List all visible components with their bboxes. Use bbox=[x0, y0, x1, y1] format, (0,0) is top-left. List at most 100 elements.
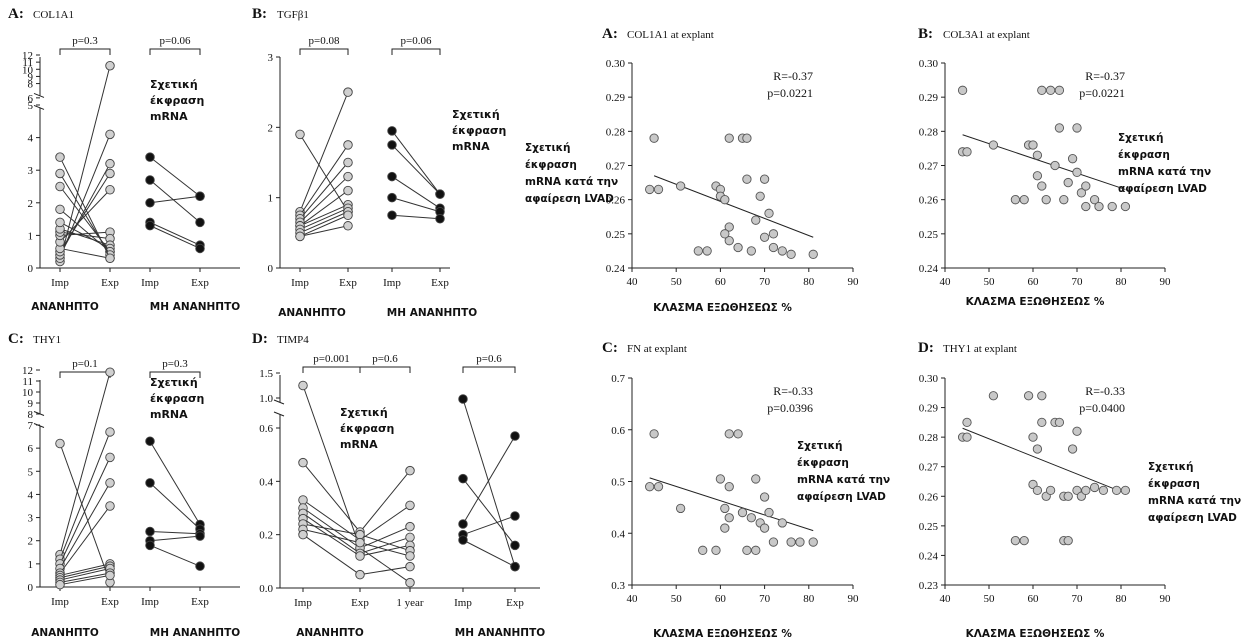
data-point-col1a1 bbox=[105, 158, 115, 169]
data-point-col1a1-explant bbox=[746, 246, 756, 256]
pair-line-thy1 bbox=[149, 440, 201, 525]
pair-line-col1a1 bbox=[59, 247, 111, 259]
data-point-thy1-explant bbox=[1089, 482, 1100, 493]
data-point-thy1 bbox=[55, 438, 65, 449]
data-point-timp4 bbox=[405, 500, 415, 511]
data-point-thy1-explant bbox=[1045, 485, 1056, 496]
y-tick-label-fn-explant: 0.4 bbox=[611, 528, 625, 540]
x-tick-label-fn-explant: 80 bbox=[803, 593, 815, 605]
pair-line-tgfb1 bbox=[391, 130, 441, 195]
x-tick-label-col3a1-explant: 50 bbox=[984, 276, 996, 288]
pair-line-thy1 bbox=[149, 544, 201, 567]
data-point-fn-explant bbox=[724, 429, 734, 439]
x-tick-label-thy1: Imp bbox=[141, 596, 159, 608]
ylabel-timp4: έκφραση bbox=[340, 422, 394, 435]
correlation-r-thy1-explant: R=-0.33 bbox=[1085, 384, 1125, 398]
ylabel-col1a1-explant: έκφραση bbox=[525, 159, 577, 171]
x-tick-label-col3a1-explant: 90 bbox=[1160, 276, 1172, 288]
y-tick-label-col1a1-explant: 0.29 bbox=[606, 92, 626, 104]
x-tick-label-col1a1-explant: 70 bbox=[759, 276, 771, 288]
y-tick-label-thy1: 12 bbox=[22, 365, 33, 377]
y-tick-label-col1a1: 9 bbox=[28, 71, 34, 83]
pair-line-tgfb1 bbox=[299, 190, 349, 227]
pair-line-tgfb1 bbox=[391, 144, 441, 195]
y-tick-label-thy1-explant: 0.24 bbox=[919, 550, 939, 562]
data-point-col1a1 bbox=[55, 217, 65, 228]
y-tick-label-thy1: 11 bbox=[22, 376, 33, 388]
ylabel-timp4: mRNA bbox=[340, 438, 378, 451]
data-point-col3a1-explant bbox=[957, 85, 968, 95]
data-point-col3a1-explant bbox=[1063, 177, 1073, 188]
data-point-tgfb1 bbox=[387, 171, 397, 182]
data-point-col1a1-explant bbox=[751, 215, 761, 225]
pair-line-col1a1 bbox=[59, 163, 111, 256]
data-point-thy1-explant bbox=[1037, 391, 1047, 401]
data-point-timp4 bbox=[405, 577, 415, 588]
data-point-thy1-explant bbox=[1067, 444, 1078, 454]
x-tick-label-timp4: Exp bbox=[351, 597, 369, 609]
panel-label-timp4: D: bbox=[252, 331, 268, 347]
y-tick-label-thy1: 10 bbox=[22, 387, 34, 399]
data-point-col1a1 bbox=[55, 152, 65, 162]
ylabel-fn-explant: mRNA κατά την bbox=[797, 474, 890, 486]
data-point-tgfb1 bbox=[343, 157, 353, 168]
data-point-timp4 bbox=[510, 511, 520, 521]
y-tick-label-timp4: 0.2 bbox=[259, 530, 273, 542]
ylabel-col3a1-explant: Σχετική bbox=[1118, 132, 1164, 144]
pvalue-timp4: p=0.6 bbox=[372, 353, 398, 365]
x-tick-label-col1a1: Imp bbox=[141, 277, 159, 289]
pair-line-timp4 bbox=[462, 398, 516, 567]
y-tick-label-timp4: 0.6 bbox=[259, 423, 273, 435]
data-point-col1a1-explant bbox=[645, 184, 655, 195]
data-point-thy1-explant bbox=[962, 417, 972, 428]
x-tick-label-fn-explant: 40 bbox=[627, 593, 639, 605]
pair-line-tgfb1 bbox=[299, 207, 349, 230]
pvalue-col1a1: p=0.06 bbox=[160, 35, 191, 47]
ylabel-thy1-explant: έκφραση bbox=[1148, 478, 1200, 490]
pair-line-thy1 bbox=[149, 535, 201, 542]
data-point-thy1-explant bbox=[1019, 535, 1029, 546]
data-point-thy1-explant bbox=[1054, 417, 1065, 428]
data-point-fn-explant bbox=[742, 545, 752, 555]
pair-line-thy1 bbox=[59, 505, 111, 574]
x-tick-label-timp4: Imp bbox=[294, 597, 312, 609]
ylabel-col1a1-explant: αφαίρεση LVAD bbox=[525, 193, 614, 205]
panel-title-thy1-explant: THY1 at explant bbox=[943, 343, 1017, 355]
pair-line-col1a1 bbox=[149, 225, 201, 249]
pair-line-timp4 bbox=[359, 542, 411, 557]
x-tick-label-col3a1-explant: 80 bbox=[1116, 276, 1128, 288]
pair-line-tgfb1 bbox=[299, 176, 349, 223]
y-tick-label-col1a1: 6 bbox=[28, 93, 34, 105]
data-point-tgfb1 bbox=[387, 140, 397, 150]
pair-line-timp4 bbox=[302, 507, 361, 549]
data-point-fn-explant bbox=[786, 537, 796, 547]
data-point-col3a1-explant bbox=[1032, 171, 1043, 181]
data-point-col1a1 bbox=[145, 152, 155, 162]
data-point-col1a1 bbox=[105, 60, 115, 71]
y-tick-label-col3a1-explant: 0.27 bbox=[919, 161, 939, 173]
pair-line-tgfb1 bbox=[391, 214, 441, 220]
data-point-timp4 bbox=[405, 561, 415, 572]
x-tick-label-col3a1-explant: 40 bbox=[940, 276, 952, 288]
data-point-fn-explant bbox=[724, 482, 734, 492]
xlabel-col3a1-explant: ΚΛΑΣΜΑ ΕΞΩΘΗΣΕΩΣ % bbox=[966, 296, 1105, 308]
pair-line-tgfb1 bbox=[391, 197, 441, 213]
pair-line-timp4 bbox=[359, 544, 411, 557]
data-point-fn-explant bbox=[764, 507, 774, 518]
pair-line-col1a1 bbox=[59, 65, 111, 262]
data-point-col1a1 bbox=[105, 185, 115, 195]
data-point-thy1-explant bbox=[1037, 417, 1047, 428]
data-point-timp4 bbox=[405, 551, 415, 561]
pair-line-timp4 bbox=[302, 523, 361, 536]
data-point-timp4 bbox=[298, 380, 308, 391]
data-point-timp4 bbox=[298, 529, 308, 540]
data-point-col3a1-explant bbox=[1054, 85, 1065, 95]
pvalue-bracket-col1a1 bbox=[149, 48, 201, 55]
group-label-col1a1: ΜΗ ΑΝΑΝΗΠΤΟ bbox=[150, 301, 240, 313]
data-point-fn-explant bbox=[720, 503, 730, 514]
data-point-col1a1-explant bbox=[786, 249, 796, 259]
panel-label-thy1-explant: D: bbox=[918, 340, 934, 356]
y-tick-label-col1a1: 5 bbox=[28, 100, 34, 112]
panel-title-thy1: THY1 bbox=[33, 334, 61, 346]
data-point-thy1-explant bbox=[962, 432, 972, 442]
